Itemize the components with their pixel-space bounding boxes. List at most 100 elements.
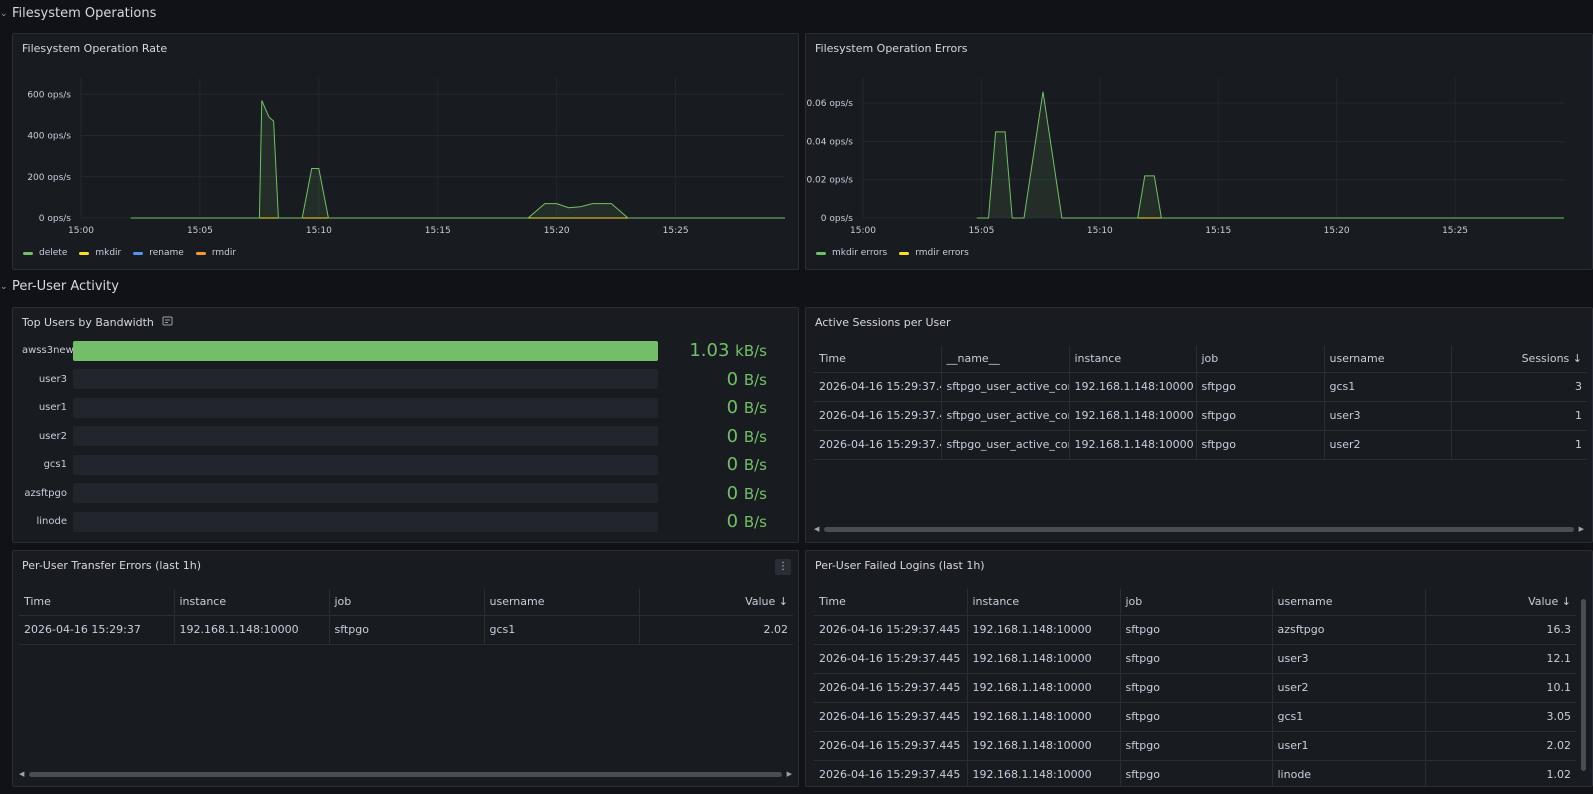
bar-value-unit: B/s xyxy=(743,370,767,389)
column-header[interactable]: Sessions ↓ xyxy=(1451,346,1587,373)
legend-label: rmdir errors xyxy=(915,248,969,258)
column-header[interactable]: job xyxy=(329,589,485,616)
bar-track xyxy=(73,511,658,532)
table-row[interactable]: 2026-04-16 15:29:37.445 192.168.1.148:100… xyxy=(814,731,1576,761)
bar-gauge-row[interactable]: azsftpgo 0 B/s xyxy=(22,483,789,504)
table-cell: 2.02 xyxy=(1425,731,1576,761)
table-cell: 2026-04-16 15:29:37.445 xyxy=(814,673,968,703)
table-cell: 192.168.1.148:10000 xyxy=(967,760,1121,786)
panel-top-users[interactable]: Top Users by Bandwidth awss3new 1.03 kB/s… xyxy=(12,307,799,543)
bar-gauge-row[interactable]: user3 0 B/s xyxy=(22,369,789,390)
column-header[interactable]: instance xyxy=(174,589,330,616)
bar-value-number: 0 xyxy=(726,482,744,504)
column-header[interactable]: Time xyxy=(814,346,942,373)
panel-operation-errors[interactable]: Filesystem Operation Errors 0 ops/s 0.02 … xyxy=(805,33,1593,270)
table-row[interactable]: 2026-04-16 15:29:37.445 192.168.1.148:100… xyxy=(814,760,1576,786)
table-cell: 192.168.1.148:10000 xyxy=(967,644,1121,674)
legend-item-rmdir-errors[interactable]: rmdir errors xyxy=(899,248,969,258)
table-cell: linode xyxy=(1272,760,1426,786)
bar-gauge-row[interactable]: user2 0 B/s xyxy=(22,426,789,447)
table-cell: sftpgo xyxy=(1120,731,1273,761)
bar-value-number: 0 xyxy=(726,368,744,390)
column-header[interactable]: Time xyxy=(814,589,968,616)
column-header[interactable]: username xyxy=(484,589,640,616)
row-title: Per-User Activity xyxy=(12,279,119,294)
table-row[interactable]: 2026-04-16 15:29:37.4 sftpgo_user_active_… xyxy=(814,372,1587,402)
legend-item-rmdir[interactable]: rmdir xyxy=(195,248,236,258)
column-header[interactable]: instance xyxy=(967,589,1121,616)
row-filesystem-operations[interactable]: ⌄ Filesystem Operations xyxy=(0,6,156,21)
table-cell: 192.168.1.148:10000 xyxy=(967,702,1121,732)
y-tick-label: 400 ops/s xyxy=(27,132,71,142)
column-header[interactable]: instance xyxy=(1069,346,1197,373)
bar-value: 1.03 kB/s xyxy=(658,340,771,361)
row-per-user-activity[interactable]: ⌄ Per-User Activity xyxy=(0,279,119,294)
legend-item-rename[interactable]: rename xyxy=(133,248,184,258)
horizontal-scrollbar[interactable]: ◀ ▶ xyxy=(19,770,792,778)
table-cell: sftpgo xyxy=(1120,702,1273,732)
y-tick-label: 200 ops/s xyxy=(27,173,71,183)
table-cell: user2 xyxy=(1272,673,1426,703)
sessions-table: Time __name__ instance job username Sessions … xyxy=(814,346,1587,460)
x-tick-label: 15:20 xyxy=(544,226,570,236)
column-header[interactable]: Value ↓ xyxy=(639,589,793,616)
table-cell: gcs1 xyxy=(1272,702,1426,732)
column-header[interactable]: username xyxy=(1324,346,1452,373)
column-header[interactable]: job xyxy=(1120,589,1273,616)
bar-track xyxy=(73,483,658,503)
bar-value: 0 B/s xyxy=(658,511,771,532)
table-cell: azsftpgo xyxy=(1272,615,1426,645)
table-row[interactable]: 2026-04-16 15:29:37.445 192.168.1.148:100… xyxy=(814,644,1576,674)
table-row[interactable]: 2026-04-16 15:29:37.445 192.168.1.148:100… xyxy=(814,615,1576,645)
table-cell: 2026-04-16 15:29:37.445 xyxy=(814,615,968,645)
chevron-down-icon: ⌄ xyxy=(0,281,8,292)
panel-title: Per-User Transfer Errors (last 1h) xyxy=(22,559,202,572)
x-tick-label: 15:10 xyxy=(1087,226,1113,236)
bar-value-number: 0 xyxy=(726,511,744,532)
legend-item-mkdir[interactable]: mkdir xyxy=(79,248,121,258)
bar-gauge-row[interactable]: linode 0 B/s xyxy=(22,511,789,532)
table-cell: 192.168.1.148:10000 xyxy=(967,731,1121,761)
table-cell: 16.3 xyxy=(1425,615,1576,645)
panel-info-icon[interactable] xyxy=(162,316,173,329)
series-line-delete xyxy=(130,100,785,219)
legend-item-delete[interactable]: delete xyxy=(23,248,67,258)
table-cell: 2026-04-16 15:29:37.445 xyxy=(814,644,968,674)
table-row[interactable]: 2026-04-16 15:29:37.445 192.168.1.148:100… xyxy=(814,702,1576,732)
column-header[interactable]: username xyxy=(1272,589,1426,616)
panel-failed-logins[interactable]: Per-User Failed Logins (last 1h) Time ins… xyxy=(805,550,1593,787)
bar-gauge-row[interactable]: gcs1 0 B/s xyxy=(22,454,789,475)
table-cell: 12.1 xyxy=(1425,644,1576,674)
table-row[interactable]: 2026-04-16 15:29:37 192.168.1.148:10000 sf… xyxy=(19,615,793,645)
bar-gauge-row[interactable]: awss3new 1.03 kB/s xyxy=(22,340,789,361)
column-header[interactable]: Value ↓ xyxy=(1425,589,1576,616)
panel-operation-rate[interactable]: Filesystem Operation Rate 0 ops/s 200 ops… xyxy=(12,33,799,270)
legend-item-mkdir-errors[interactable]: mkdir errors xyxy=(816,248,887,258)
bar-value-unit: kB/s xyxy=(735,342,767,360)
panel-title: Filesystem Operation Rate xyxy=(22,42,168,55)
table-cell: sftpgo_user_active_con xyxy=(941,372,1070,402)
panel-menu-button[interactable]: ⋮ xyxy=(775,559,791,575)
bar-gauge-row[interactable]: user1 0 B/s xyxy=(22,397,789,418)
legend-swatch xyxy=(133,251,144,255)
table-row[interactable]: 2026-04-16 15:29:37.445 192.168.1.148:100… xyxy=(814,673,1576,703)
panel-transfer-errors[interactable]: Per-User Transfer Errors (last 1h) ⋮ Tim… xyxy=(12,550,799,787)
column-header[interactable]: Time xyxy=(19,589,175,616)
bar-value-number: 0 xyxy=(726,425,744,447)
x-tick-label: 15:00 xyxy=(68,226,94,236)
y-tick-label: 0 ops/s xyxy=(39,214,72,224)
legend-swatch xyxy=(816,251,826,255)
horizontal-scrollbar[interactable]: ◀ ▶ xyxy=(814,525,1584,533)
bar-fill xyxy=(73,340,658,361)
vertical-scrollbar[interactable] xyxy=(1580,589,1587,781)
column-header[interactable]: job xyxy=(1196,346,1325,373)
bar-value-unit: B/s xyxy=(743,427,767,446)
panel-title: Per-User Failed Logins (last 1h) xyxy=(815,559,985,572)
table-row[interactable]: 2026-04-16 15:29:37.4 sftpgo_user_active_… xyxy=(814,401,1587,431)
x-tick-label: 15:10 xyxy=(306,226,332,236)
legend-swatch xyxy=(23,251,33,255)
panel-active-sessions[interactable]: Active Sessions per User Time __name__ ins… xyxy=(805,307,1593,543)
panel-title: Active Sessions per User xyxy=(815,316,951,329)
column-header[interactable]: __name__ xyxy=(941,346,1070,373)
table-row[interactable]: 2026-04-16 15:29:37.4 sftpgo_user_active_… xyxy=(814,430,1587,460)
